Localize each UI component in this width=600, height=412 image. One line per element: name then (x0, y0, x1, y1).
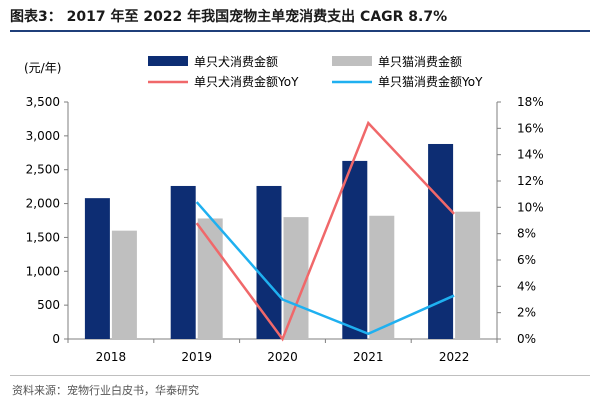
bar-dog (256, 185, 282, 339)
y-left-tick-label: 2,500 (26, 163, 60, 177)
y-right-tick-label: 10% (517, 200, 544, 214)
bar-dog (342, 160, 368, 339)
line-dog-yoy (195, 120, 456, 342)
y-left-tick-label: 1,000 (26, 264, 60, 278)
figure-title: 图表3： 2017 年至 2022 年我国宠物主单宠消费支出 CAGR 8.7% (10, 9, 448, 25)
bar-cat (197, 218, 223, 339)
bar-dog (428, 143, 454, 339)
y-right-tick-label: 16% (517, 121, 544, 135)
y-left-tick-label: 3,000 (26, 129, 60, 143)
source-divider (10, 375, 590, 376)
y-right-tick-label: 18% (517, 95, 544, 109)
legend-swatch (148, 56, 188, 66)
bar-cat (111, 230, 137, 339)
bar-dog (170, 185, 196, 339)
x-tick-label: 2021 (353, 350, 384, 364)
y-right-tick-label: 0% (517, 332, 536, 346)
x-tick-label: 2018 (96, 350, 127, 364)
x-tick-label: 2019 (181, 350, 212, 364)
x-tick-label: 2020 (267, 350, 298, 364)
y-right-tick-label: 4% (517, 279, 536, 293)
y-left-tick-label: 3,500 (26, 95, 60, 109)
legend-swatch (332, 56, 372, 66)
legend-label: 单只犬消费金额 (194, 54, 278, 69)
title-divider (10, 30, 590, 32)
y-left-tick-label: 500 (37, 298, 60, 312)
bar-cat (283, 217, 309, 339)
y-right-tick-label: 2% (517, 306, 536, 320)
y-right-tick-label: 14% (517, 148, 544, 162)
y-right-tick-label: 6% (517, 253, 536, 267)
y-left-tick-label: 1,500 (26, 230, 60, 244)
y-left-tick-label: 0 (52, 332, 60, 346)
bar-cat (455, 211, 481, 339)
x-tick-label: 2022 (439, 350, 470, 364)
y-left-unit-label: (元/年) (24, 61, 61, 75)
legend-label: 单只猫消费金额 (378, 54, 462, 69)
y-right-tick-label: 8% (517, 227, 536, 241)
bar-cat (369, 215, 395, 339)
line-cat-yoy (195, 201, 455, 336)
legend-label: 单只犬消费金额YoY (194, 74, 299, 89)
source-note: 资料来源：宠物行业白皮书，华泰研究 (12, 384, 199, 397)
bar-dog (84, 198, 110, 339)
legend-label: 单只猫消费金额YoY (378, 74, 483, 89)
y-left-tick-label: 2,000 (26, 197, 60, 211)
y-right-tick-label: 12% (517, 174, 544, 188)
